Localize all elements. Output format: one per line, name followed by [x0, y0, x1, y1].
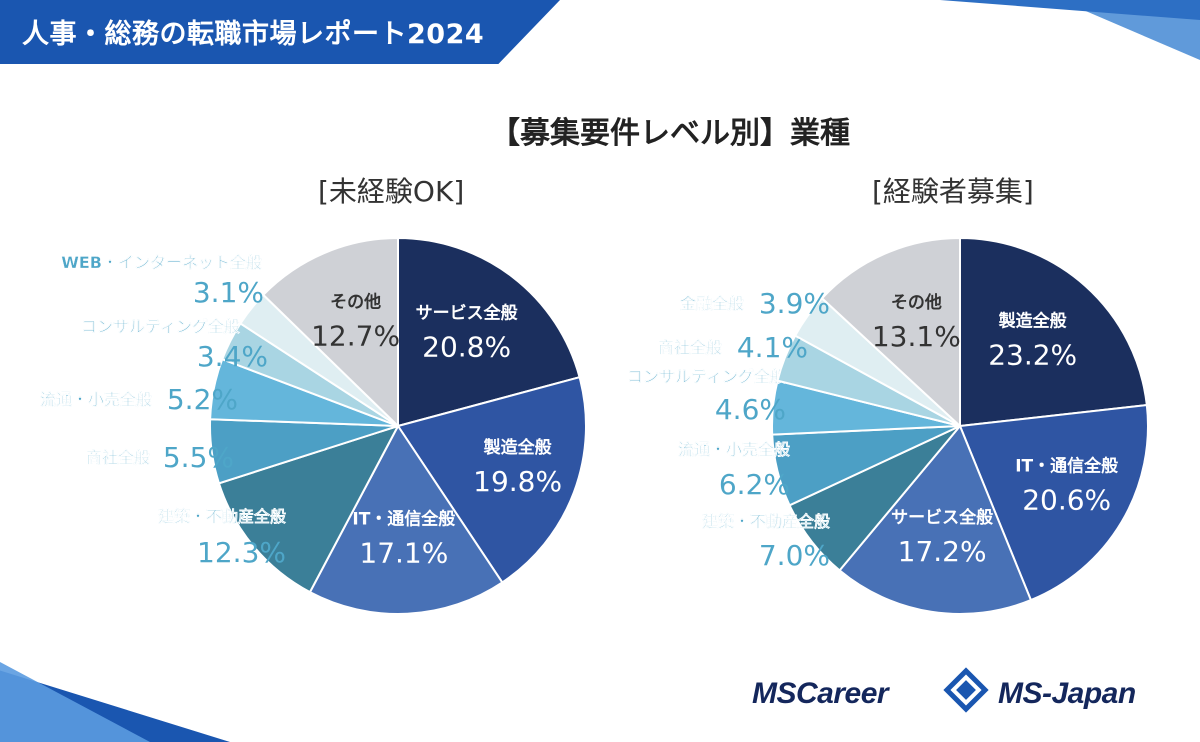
pie-slice [396, 375, 587, 584]
slice-value-label: 6.2% [719, 468, 790, 501]
chart-title-right: [経験者募集] [872, 175, 1034, 208]
slice-value-label: 20.6% [1022, 483, 1111, 516]
slice-value-label: 12.3% [197, 536, 286, 569]
ms-japan-diamond-icon [943, 667, 989, 713]
slice-name-label: IT・通信全般 [352, 508, 455, 529]
slice-name-label: WEB・インターネット全般 [61, 253, 262, 272]
pie-slice [397, 236, 581, 428]
pie-slice [217, 424, 401, 594]
slice-value-label: 5.2% [167, 383, 238, 416]
slice-value-label: 7.0% [759, 539, 830, 572]
slice-name-label: 商社全般 [86, 448, 150, 467]
pie-slice [838, 424, 1033, 615]
slice-name-label: IT・通信全般 [1015, 455, 1118, 476]
pie-slice [308, 424, 504, 615]
slice-name-label: 流通・小売全般 [40, 390, 152, 409]
ms-japan-logo: MS-Japan [998, 677, 1136, 710]
slice-name-label: 金融全般 [679, 294, 744, 313]
slice-value-label: 3.1% [193, 276, 264, 309]
slice-value-label: 12.7% [311, 320, 400, 353]
slice-value-label: 17.2% [898, 535, 987, 568]
pie-slice [959, 236, 1148, 428]
chart-main-title: 【募集要件レベル別】業種 [490, 116, 850, 151]
slice-name-label: サービス全般 [891, 507, 993, 528]
slice-name-label: その他 [891, 292, 942, 313]
slice-value-label: 20.8% [422, 330, 511, 363]
slice-value-label: 3.4% [197, 340, 268, 373]
slice-name-label: 製造全般 [998, 311, 1067, 332]
slice-name-label: 建築・不動産全般 [702, 512, 830, 531]
slice-name-label: 流通・小売全般 [678, 440, 790, 459]
slice-name-label: コンサルティング全般 [627, 367, 786, 386]
header-band [0, 0, 560, 64]
slice-value-label: 5.5% [163, 441, 234, 474]
slice-value-label: 3.9% [759, 287, 830, 320]
mscareer-logo: MSCareer [752, 677, 889, 710]
pie-slice [820, 236, 961, 429]
slice-value-label: 19.8% [473, 465, 562, 498]
slice-name-label: サービス全般 [416, 302, 518, 323]
slice-value-label: 4.6% [715, 393, 786, 426]
pie-slice [261, 236, 399, 429]
slice-value-label: 23.2% [988, 339, 1077, 372]
slice-value-label: 13.1% [872, 320, 961, 353]
slice-name-label: 商社全般 [658, 338, 722, 357]
slice-value-label: 17.1% [359, 536, 448, 569]
report-title: 人事・総務の転職市場レポート2024 [22, 19, 485, 50]
slice-name-label: その他 [330, 292, 381, 313]
slice-name-label: コンサルティング全般 [81, 317, 240, 336]
slice-name-label: 建築・不動産全般 [158, 507, 286, 526]
pie-slice [958, 403, 1149, 602]
chart-title-left: [未経験OK] [318, 175, 465, 208]
slice-name-label: 製造全般 [483, 437, 552, 458]
